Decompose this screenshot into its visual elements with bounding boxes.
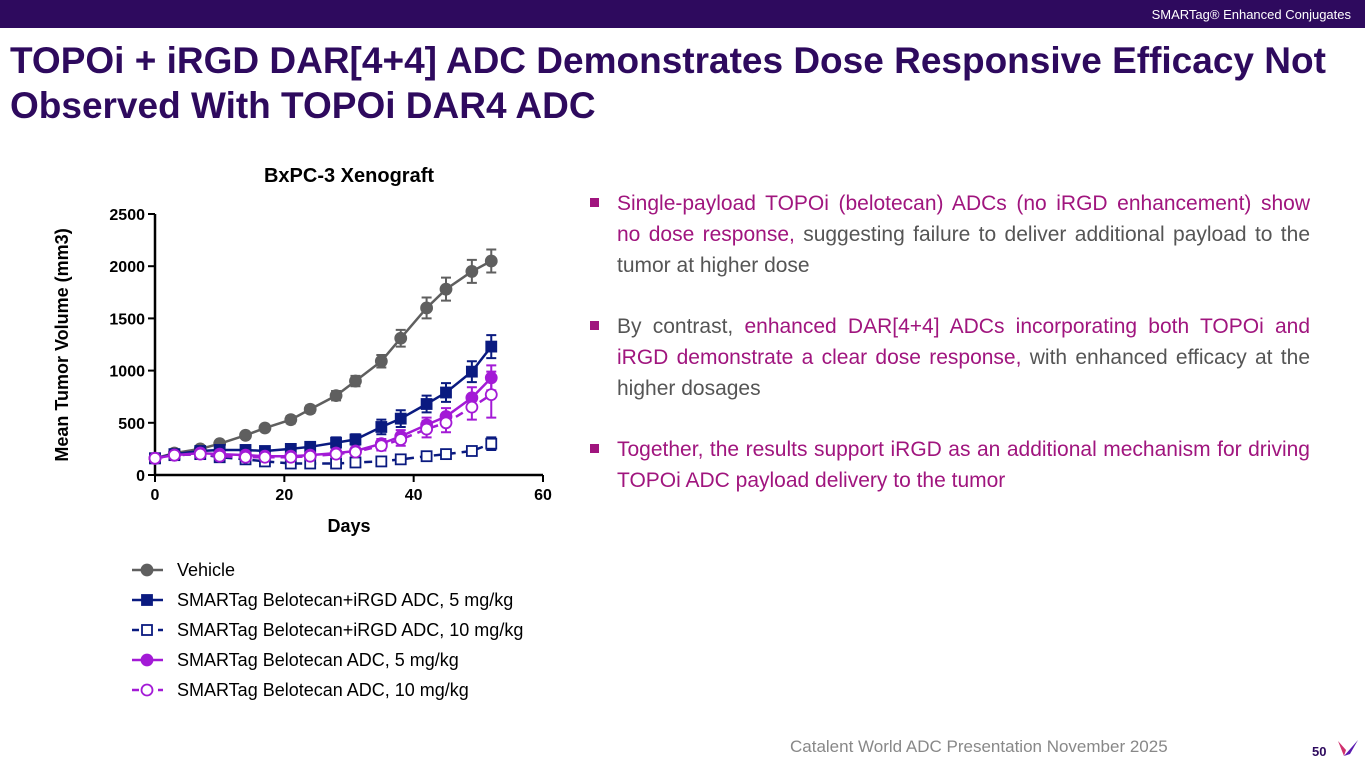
series-line-2: [154, 442, 492, 465]
x-tick-label: 60: [534, 487, 552, 504]
y-tick-label: 0: [136, 468, 145, 485]
data-point: [440, 448, 452, 461]
data-point: [329, 389, 343, 403]
data-point: [303, 449, 317, 463]
page-number: 50: [1312, 744, 1327, 759]
data-point: [148, 451, 162, 465]
legend-marker: [141, 624, 153, 636]
legend-label: Vehicle: [177, 560, 235, 580]
y-tick-label: 2000: [109, 259, 145, 276]
x-tick-label: 40: [405, 487, 423, 504]
data-point: [420, 301, 434, 315]
data-point: [394, 331, 408, 345]
top-bar: SMARTag® Enhanced Conjugates: [0, 0, 1365, 28]
data-point: [258, 421, 272, 435]
data-point: [349, 456, 362, 469]
bullet-2: By contrast, enhanced DAR[4+4] ADCs inco…: [590, 311, 1310, 404]
x-tick-label: 20: [275, 487, 293, 504]
legend-label: SMARTag Belotecan ADC, 5 mg/kg: [177, 650, 459, 670]
data-point: [420, 398, 433, 410]
data-point: [349, 445, 362, 459]
data-point: [349, 374, 362, 388]
data-point: [465, 445, 478, 457]
series-line-1: [154, 345, 493, 460]
y-tick-label: 1000: [109, 364, 145, 381]
data-point: [213, 449, 227, 463]
legend-label: SMARTag Belotecan+iRGD ADC, 5 mg/kg: [177, 590, 513, 610]
bullet-text: By contrast,: [617, 315, 745, 338]
data-point: [284, 413, 298, 427]
data-point: [167, 448, 181, 462]
data-point: [375, 421, 388, 433]
data-point: [330, 436, 342, 449]
data-point: [258, 450, 272, 464]
data-point: [284, 450, 298, 464]
tumor-volume-chart: BxPC-3 Xenograft 0 20 40 60 0 500 1000 1500 2000 2…: [52, 165, 552, 700]
x-tick-label: 0: [151, 487, 160, 504]
bullet-3: Together, the results support iRGD as an…: [590, 434, 1310, 496]
data-point: [394, 433, 408, 446]
data-point: [303, 402, 317, 416]
data-point: [484, 388, 498, 402]
data-point: [420, 422, 434, 436]
y-tick-label: 500: [118, 416, 145, 433]
y-axis-label: Mean Tumor Volume (mm3): [52, 228, 72, 461]
legend-label: SMARTag Belotecan ADC, 10 mg/kg: [177, 680, 469, 700]
bullet-1: Single-payload TOPOi (belotecan) ADCs (n…: [590, 188, 1310, 281]
chart-title: BxPC-3 Xenograft: [264, 165, 434, 187]
bullet-list: Single-payload TOPOi (belotecan) ADCs (n…: [590, 188, 1310, 526]
bullet-highlight: enhanced DAR[4+4] ADCs incorporating bot…: [617, 315, 1311, 369]
series-line-0: [154, 259, 492, 460]
data-point: [239, 450, 252, 464]
data-point: [394, 412, 407, 425]
slide-title: TOPOi + iRGD DAR[4+4] ADC Demonstrates D…: [10, 40, 1326, 126]
section-tag: SMARTag® Enhanced Conjugates: [1151, 7, 1351, 22]
data-point: [485, 340, 498, 353]
data-point: [349, 433, 362, 446]
data-point: [484, 254, 498, 268]
bullet-highlight: Together, the results support iRGD as an…: [617, 438, 1310, 492]
footer-text: Catalent World ADC Presentation November…: [790, 737, 1168, 756]
data-point: [329, 447, 343, 461]
bullet-text: with enhanced efficacy at the higher dos…: [617, 346, 1310, 400]
data-point: [374, 354, 388, 368]
data-point: [439, 416, 453, 430]
y-tick-label: 2500: [109, 207, 145, 224]
legend-marker: [140, 563, 154, 577]
series-line-4: [154, 393, 492, 460]
data-point: [440, 386, 452, 399]
data-point: [375, 455, 388, 468]
data-point: [465, 365, 478, 378]
data-point: [420, 450, 433, 463]
legend-marker: [140, 653, 154, 667]
data-point: [193, 447, 207, 461]
data-point: [465, 400, 479, 414]
legend-marker: [140, 683, 154, 697]
legend-label: SMARTag Belotecan+iRGD ADC, 10 mg/kg: [177, 620, 523, 640]
legend-marker: [141, 594, 153, 606]
x-axis-label: Days: [327, 516, 370, 536]
bullet-text: suggesting failure to deliver additional…: [617, 223, 1311, 277]
data-point: [465, 265, 479, 278]
bullet-highlight: Single-payload TOPOi (belotecan) ADCs (n…: [617, 192, 1310, 246]
catalent-logo-icon: [1338, 740, 1358, 756]
data-point: [439, 282, 453, 296]
data-point: [394, 453, 407, 466]
data-point: [374, 439, 388, 453]
data-point: [485, 437, 498, 450]
y-tick-label: 1500: [109, 311, 145, 328]
data-point: [239, 428, 252, 442]
